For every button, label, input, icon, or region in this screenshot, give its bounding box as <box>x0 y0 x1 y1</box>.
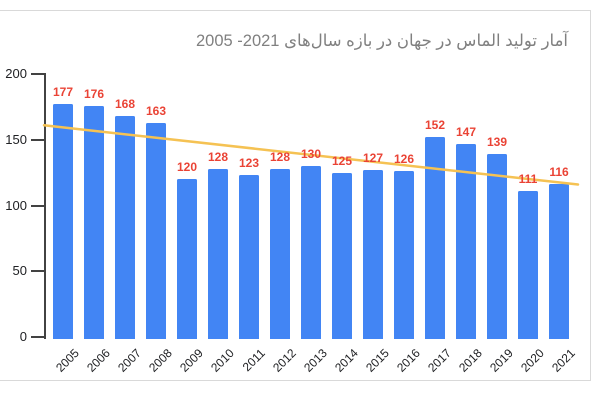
chart-title: آمار تولید الماس در جهان در بازه سال‌های… <box>195 32 568 50</box>
chart-card <box>0 10 591 381</box>
